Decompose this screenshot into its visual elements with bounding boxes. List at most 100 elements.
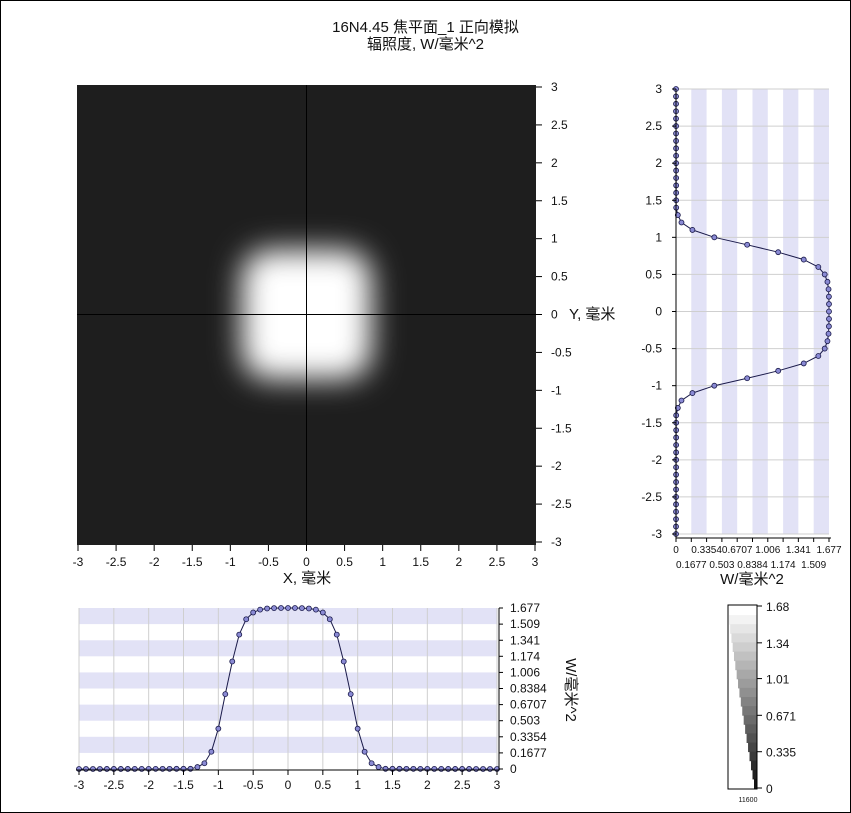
heatmap-x-tick-label: 3 xyxy=(532,555,539,569)
heatmap-x-label: X, 毫米 xyxy=(283,569,331,587)
horizontal-profile-y-tick-label: 1.341 xyxy=(510,633,540,647)
horizontal-profile-point xyxy=(438,766,445,772)
colorbar: 1.68 1.34 1.01 0.671 0.335 0 11600 xyxy=(727,600,796,804)
horizontal-profile-point xyxy=(326,616,333,623)
vertical-profile-point xyxy=(678,397,685,404)
vertical-profile-y-tick-label: 2.5 xyxy=(645,119,662,133)
horizontal-profile-x-tick-label: -0.5 xyxy=(243,778,264,792)
horizontal-profile-point xyxy=(305,605,312,612)
horizontal-profile-y-tick-label: 1.174 xyxy=(510,649,540,663)
horizontal-profile-y-tick-label: 1.677 xyxy=(510,601,540,615)
horizontal-profile-point xyxy=(382,765,389,772)
horizontal-profile-point xyxy=(333,631,340,638)
horizontal-profile-x-tick-label: -3 xyxy=(74,778,85,792)
colorbar-step xyxy=(752,769,757,780)
horizontal-profile-y-tick-label: 0.503 xyxy=(510,714,540,728)
heatmap-x-tick-label: -2.5 xyxy=(106,555,127,569)
vertical-profile-point xyxy=(815,264,822,270)
horizontal-profile-point xyxy=(117,766,124,772)
vertical-profile-point xyxy=(826,301,832,307)
vertical-profile-y-tick-label: -2.5 xyxy=(641,490,662,504)
horizontal-profile-point xyxy=(347,691,354,698)
colorbar-tick-label: 0.671 xyxy=(766,709,796,723)
colorbar-tick-label: 1.34 xyxy=(766,637,790,651)
vertical-profile-point xyxy=(826,316,832,322)
horizontal-profile-point xyxy=(431,765,438,772)
horizontal-profile-point xyxy=(131,766,138,772)
vertical-profile-y-tick-label: -1.5 xyxy=(641,416,662,430)
vertical-profile-point xyxy=(775,367,782,374)
heatmap-y-tick-label: 0.5 xyxy=(551,270,568,284)
colorbar-step xyxy=(749,751,757,762)
heatmap-y-label: Y, 毫米 xyxy=(569,305,615,323)
vertical-profile-point xyxy=(826,293,832,300)
vertical-profile-point xyxy=(824,338,831,345)
heatmap-x-tick-label: 1.5 xyxy=(412,555,429,569)
vertical-profile-x-tick-label: 0.503 xyxy=(709,560,734,571)
horizontal-profile-y-tick-label: 1.006 xyxy=(510,665,540,679)
horizontal-profile-point xyxy=(124,766,131,772)
vertical-profile-point xyxy=(815,353,822,359)
heatmap-x-tick-label: 1 xyxy=(379,555,386,569)
horizontal-profile-point xyxy=(278,605,284,611)
colorbar-frame xyxy=(727,604,758,790)
vertical-profile-point xyxy=(711,234,718,241)
horizontal-profile-point xyxy=(208,748,215,755)
horizontal-profile-point xyxy=(194,764,201,770)
heatmap-y-tick-label: -1 xyxy=(551,383,562,397)
horizontal-profile-x-tick-label: 2.5 xyxy=(454,778,471,792)
heatmap-y-tick-label: 2.5 xyxy=(551,118,568,132)
horizontal-profile-point xyxy=(403,765,410,772)
horizontal-profile-point xyxy=(410,765,417,772)
vertical-profile-point xyxy=(674,405,681,411)
vertical-profile-x-tick-label: 1.006 xyxy=(755,545,780,556)
vertical-profile-x-tick-label: 0.6707 xyxy=(722,545,753,556)
heatmap-y-tick-label: 2 xyxy=(551,156,558,170)
colorbar-step xyxy=(740,697,757,707)
heatmap-y-axis: 3 2.5 2 1.5 1 0.5 0 -0.5 -1 -1.5 -2 -2.5 -3 xyxy=(536,80,572,549)
horizontal-profile-x-tick-label: -2 xyxy=(143,778,154,792)
horizontal-profile-point xyxy=(271,605,277,611)
heatmap-y-tick-label: 3 xyxy=(551,80,558,94)
vertical-profile-y-tick-label: 0 xyxy=(655,305,662,319)
heatmap-x-axis: -3 -2.5 -2 -1.5 -1 -0.5 0 0.5 1 1.5 2 2.5 3 xyxy=(73,545,539,569)
vertical-profile-x-tick-label: 0 xyxy=(673,545,679,556)
horizontal-profile-point xyxy=(236,631,243,638)
vertical-profile-y-tick-label: 1 xyxy=(655,230,662,244)
heatmap-x-tick-label: 2.5 xyxy=(489,555,506,569)
heatmap-x-tick-label: 2 xyxy=(455,555,462,569)
vertical-profile-point xyxy=(824,278,831,285)
horizontal-profile-x-tick-label: -2.5 xyxy=(103,778,124,792)
colorbar-step xyxy=(754,778,757,789)
horizontal-profile-y-label: W/毫米^2 xyxy=(562,658,580,722)
horizontal-profile-point xyxy=(257,606,264,613)
colorbar-step xyxy=(736,669,757,680)
heatmap-x-tick-label: 0.5 xyxy=(336,555,353,569)
horizontal-profile-point xyxy=(285,605,291,611)
colorbar-ticks: 1.68 1.34 1.01 0.671 0.335 0 xyxy=(757,600,796,796)
horizontal-profile-point xyxy=(417,765,424,772)
vertical-profile-point xyxy=(678,219,685,226)
horizontal-profile-point xyxy=(354,725,361,732)
vertical-profile-point xyxy=(825,330,832,337)
colorbar-step xyxy=(743,715,757,725)
horizontal-profile-point xyxy=(90,766,96,772)
horizontal-profile-point xyxy=(187,765,194,772)
vertical-profile-plot: 32.521.510.50-0.5-1-1.5-2-2.5-30 0.3354 0.… xyxy=(641,82,842,571)
colorbar-step xyxy=(739,687,757,698)
horizontal-profile-y-tick-label: 1.509 xyxy=(510,617,540,631)
colorbar-tick-label: 1.68 xyxy=(766,600,790,614)
vertical-profile-x-tick-label: 1.341 xyxy=(786,545,811,556)
heatmap-x-tick-label: -1.5 xyxy=(182,555,203,569)
horizontal-profile-axes: -3 -2.5 -2 -1.5 -1 -0.5 0 0.5 1 1.5 2 2.5 3 1.677 1.50… xyxy=(74,601,547,792)
vertical-profile-point xyxy=(825,286,832,293)
vertical-profile-point xyxy=(744,375,751,382)
heatmap-y-tick-label: -1.5 xyxy=(551,421,572,435)
horizontal-profile-y-tick-label: 0 xyxy=(510,762,517,776)
chart-subtitle: 辐照度, W/毫米^2 xyxy=(366,36,485,53)
heatmap-y-tick-label: -0.5 xyxy=(551,345,572,359)
colorbar-step xyxy=(729,615,757,625)
vertical-profile-y-tick-label: -1 xyxy=(651,379,662,393)
vertical-profile-y-tick-label: 2 xyxy=(655,156,662,170)
